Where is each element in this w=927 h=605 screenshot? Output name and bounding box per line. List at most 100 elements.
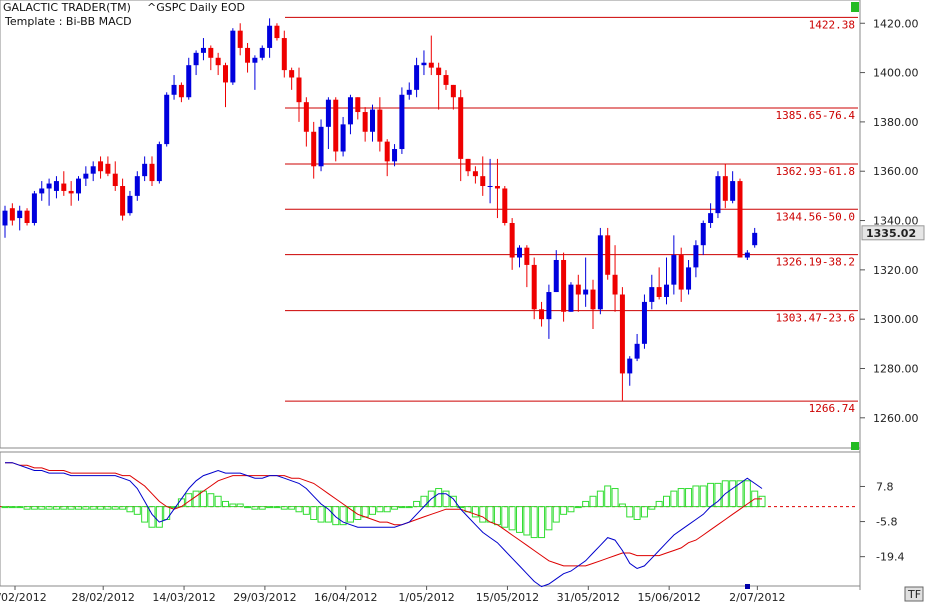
fib-label: 1344.56-50.0 (776, 210, 855, 223)
candle-body (281, 38, 287, 71)
candle-body (200, 47, 206, 53)
candle-body (90, 166, 96, 174)
candle-body (494, 186, 500, 189)
candle-body (458, 97, 464, 159)
macd-histogram-bar (604, 485, 612, 508)
macd-histogram-bar (155, 506, 163, 528)
y-tick-label: 1420.00 (873, 17, 919, 30)
candle-body (31, 193, 37, 223)
macd-histogram-bar (60, 506, 68, 510)
macd-histogram-bar (222, 500, 229, 508)
macd-histogram-bar (207, 493, 215, 508)
candle-body (553, 259, 559, 293)
y-tick-label: 1280.00 (873, 362, 919, 375)
macd-histogram-bar (501, 506, 509, 528)
candle-body (68, 190, 74, 194)
fib-levels: 1422.38 1385.65-76.4 1362.93-61.8 1344.56-5… (285, 16, 858, 415)
candle-body (539, 309, 545, 320)
macd-y-tick-label: -5.8 (876, 516, 897, 529)
candle-body (700, 223, 706, 246)
candle-body (134, 176, 140, 196)
candle-body (428, 62, 434, 68)
candle-body (737, 181, 743, 258)
macd-y-tick-label: 7.8 (876, 480, 894, 493)
candle-body (105, 163, 111, 174)
candle-body (487, 186, 493, 188)
candle-body (223, 65, 228, 83)
candle-body (568, 284, 574, 312)
candle-body (465, 158, 471, 172)
candle-body (325, 99, 331, 127)
macd-histogram-bar (663, 495, 670, 508)
macd-histogram-bar (758, 495, 766, 508)
macd-histogram-bar (141, 506, 149, 523)
y-tick-label: 1260.00 (873, 412, 919, 425)
macd-histogram-bar (376, 506, 384, 513)
candle-body (664, 284, 669, 297)
macd-histogram-bar (398, 506, 406, 509)
candle-body (619, 294, 625, 374)
candle-body (127, 195, 133, 214)
candle-body (502, 188, 508, 223)
candle-body (590, 289, 596, 310)
candle-body (546, 292, 552, 320)
candles (2, 18, 758, 401)
candle-body (370, 109, 375, 132)
tf-button[interactable] (904, 586, 924, 602)
macd-histogram-bar (302, 506, 310, 515)
macd-histogram-bar (185, 493, 193, 508)
candle-body (362, 112, 368, 132)
candle-body (708, 213, 714, 223)
candle-body (730, 181, 736, 201)
last-price-box (861, 225, 925, 241)
macd-histogram-bar (633, 506, 641, 521)
panel-resize-handle-icon[interactable] (851, 442, 859, 450)
candle-body (83, 173, 89, 179)
macd-histogram-bar (111, 506, 119, 510)
candle-body (406, 89, 412, 95)
macd-histogram-bar (655, 500, 663, 508)
fib-label: 1303.47-23.6 (776, 312, 855, 325)
macd-histogram-bar (596, 490, 604, 508)
macd-histogram-bar (266, 506, 274, 509)
candle-body (186, 65, 192, 98)
macd-line (5, 462, 763, 588)
fib-label: 1362.93-61.8 (776, 165, 855, 178)
macd-histogram-bar (442, 490, 450, 508)
candle-body (612, 274, 618, 295)
macd-histogram-bar (45, 506, 53, 510)
macd-histogram-bar (244, 506, 252, 509)
y-tick-label: 1320.00 (873, 264, 919, 277)
x-tick-label: 15/05/2012 (476, 591, 539, 604)
macd-histogram-bar (648, 506, 656, 510)
candle-body (2, 210, 8, 226)
candle-body (156, 144, 162, 182)
candle-body (414, 65, 420, 90)
candle-body (112, 173, 118, 187)
macd-histogram-bar (126, 506, 134, 513)
top-marker-icon[interactable] (851, 2, 859, 12)
tf-button-label: TF (907, 588, 921, 601)
macd-histogram-bar (479, 506, 487, 523)
candle-body (656, 287, 662, 297)
candle-body (421, 62, 427, 66)
macd-histogram-bar (523, 506, 531, 536)
macd-histogram-bar (560, 506, 568, 515)
candle-body (693, 245, 699, 268)
candle-body (46, 183, 52, 189)
x-tick-label: 15/06/2012 (637, 591, 700, 604)
candle-body (517, 247, 522, 258)
macd-histogram-bar (721, 480, 729, 508)
fib-label: 1326.19-38.2 (776, 256, 855, 269)
macd-histogram-bar (75, 506, 82, 510)
candle-body (524, 247, 530, 265)
macd-histogram-bar (133, 506, 141, 515)
macd-histogram-bar (508, 506, 516, 531)
macd-histogram-bar (317, 506, 325, 523)
candle-body (61, 183, 67, 191)
date-cursor-icon[interactable] (745, 584, 750, 589)
candle-body (377, 109, 383, 142)
candle-body (252, 57, 258, 63)
